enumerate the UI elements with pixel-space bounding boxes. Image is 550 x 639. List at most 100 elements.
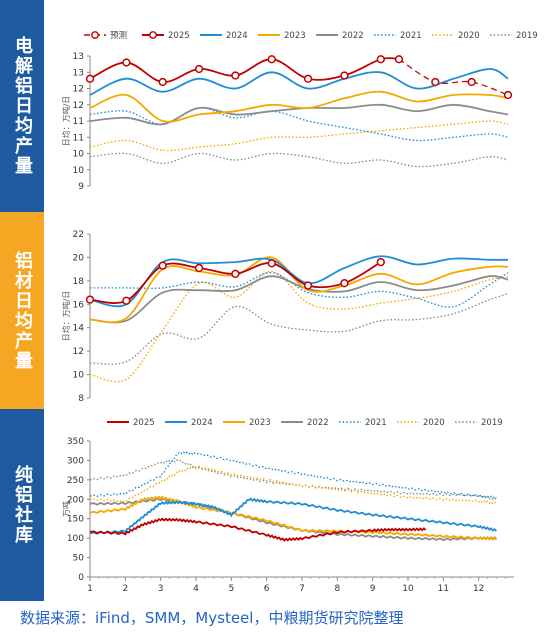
series-marker-0-2025-0 [85, 74, 95, 83]
legend-top-label-0: 预测 [110, 30, 127, 41]
legend-top-marker-1 [149, 31, 157, 39]
y-tick-label-2-3: 150 [67, 515, 84, 525]
y-tick-label-0-3: 11 [73, 133, 84, 143]
y-tick-label-0-7: 13 [73, 68, 84, 78]
series-line-0-2024 [89, 68, 509, 96]
x-tick-label-2-4: 5 [228, 584, 234, 594]
y-tick-label-1-1: 10 [73, 371, 85, 381]
legend-bottom-label-2: 2023 [249, 418, 271, 428]
y-tick-label-2-1: 50 [73, 554, 85, 564]
y-tick-label-0-6: 12 [73, 85, 84, 95]
x-tick-label-2-2: 3 [158, 584, 164, 594]
series-marker-1-2025-5 [267, 259, 276, 268]
panel-title-production: 电解铝日均产量 [0, 0, 44, 212]
series-marker-0-预测-2 [467, 77, 476, 87]
y-tick-label-1-2: 12 [73, 347, 84, 357]
y-axis-label-2: 万吨 [61, 501, 71, 517]
series-marker-0-2025-7 [340, 71, 349, 80]
y-tick-label-0-1: 10 [73, 166, 85, 176]
legend-top-marker-0 [91, 31, 99, 39]
series-line-2-2021 [89, 451, 497, 499]
series-marker-1-2025-2 [158, 261, 167, 270]
panel-title-products: 铝材日均产量 [0, 212, 44, 409]
legend-top-label-4: 2022 [342, 31, 364, 41]
y-tick-label-2-4: 200 [67, 495, 84, 505]
data-source-note: 数据来源：iFind，SMM，Mysteel，中粮期货研究院整理 [20, 609, 404, 627]
series-marker-0-2025-4 [231, 71, 240, 80]
legend-top-label-6: 2020 [458, 31, 480, 41]
series-marker-0-2025-8 [376, 55, 385, 64]
y-tick-label-2-2: 100 [67, 534, 84, 544]
x-tick-label-2-3: 4 [193, 584, 199, 594]
legend-bottom-label-5: 2020 [423, 418, 445, 428]
series-marker-0-2025-2 [158, 77, 167, 87]
x-tick-label-2-0: 1 [87, 584, 93, 594]
y-tick-label-1-6: 20 [73, 253, 85, 263]
series-line-0-2021 [89, 107, 509, 142]
legend-bottom-label-0: 2025 [133, 418, 155, 428]
legend-bottom-label-3: 2022 [307, 418, 329, 428]
series-marker-0-2025-1 [122, 58, 131, 67]
panel-title-inventory: 纯铝社库 [0, 409, 44, 601]
y-axis-label-1: 日均：万吨/日 [61, 291, 71, 342]
x-tick-label-2-7: 8 [334, 584, 340, 594]
y-tick-label-1-3: 14 [73, 324, 85, 334]
legend-top-label-5: 2021 [400, 31, 422, 41]
x-tick-label-2-8: 9 [370, 584, 376, 594]
series-line-2-2023 [89, 495, 497, 541]
series-marker-0-预测-0 [394, 55, 404, 64]
x-tick-label-2-1: 2 [122, 584, 128, 594]
legend-top-label-1: 2025 [168, 31, 190, 41]
series-marker-0-预测-1 [431, 77, 440, 87]
y-tick-label-0-5: 12 [73, 101, 84, 111]
series-line-1-2021 [89, 272, 509, 308]
legend-bottom-label-6: 2019 [481, 418, 503, 428]
y-tick-label-1-7: 22 [73, 230, 84, 240]
y-tick-label-1-4: 16 [73, 300, 85, 310]
y-tick-label-2-0: 0 [78, 573, 84, 583]
series-marker-0-预测-3 [503, 90, 513, 100]
y-tick-label-0-4: 11 [73, 117, 84, 127]
y-tick-label-2-6: 300 [67, 456, 84, 466]
y-tick-label-2-7: 350 [67, 437, 84, 447]
series-marker-1-2025-3 [194, 263, 204, 273]
series-marker-1-2025-7 [340, 279, 349, 288]
series-line-2-2022 [89, 497, 497, 542]
x-tick-label-2-10: 11 [438, 584, 449, 594]
legend-top-label-7: 2019 [516, 31, 538, 41]
series-marker-1-2025-0 [85, 295, 95, 304]
series-line-1-2023 [89, 256, 509, 324]
y-tick-label-1-5: 18 [73, 277, 85, 287]
x-tick-label-2-6: 7 [299, 584, 305, 594]
x-tick-label-2-5: 6 [264, 584, 270, 594]
series-line-1-2019 [89, 293, 509, 365]
legend-bottom-label-4: 2021 [365, 418, 387, 428]
series-marker-0-2025-3 [194, 64, 204, 74]
series-line-0-2020 [89, 120, 509, 152]
series-line-2-2025 [89, 517, 427, 542]
aluminum-chart-panels: 预测 2025 2024 2023 2022 2021 2020 20199101011111… [61, 30, 538, 594]
series-marker-0-2025-5 [267, 55, 276, 64]
series-line-2-2019 [89, 458, 497, 501]
y-tick-label-0-2: 10 [73, 150, 85, 160]
series-marker-0-2025-6 [303, 74, 313, 83]
series-marker-1-2025-4 [231, 269, 240, 278]
series-marker-1-2025-8 [376, 257, 385, 267]
legend-top-label-2: 2024 [226, 31, 248, 41]
y-tick-label-0-8: 13 [73, 52, 84, 62]
series-marker-1-2025-1 [122, 296, 131, 305]
y-tick-label-0-0: 9 [78, 182, 84, 192]
series-line-0-2023 [89, 90, 509, 123]
y-tick-label-1-0: 8 [78, 394, 84, 404]
series-line-0-2019 [89, 152, 509, 168]
series-line-0-2025 [89, 57, 400, 83]
legend-top-label-3: 2023 [284, 31, 306, 41]
x-tick-label-2-9: 10 [402, 584, 414, 594]
y-tick-label-2-5: 250 [67, 476, 84, 486]
y-axis-label-0: 日均：万吨/日 [61, 96, 71, 147]
series-line-0-预测 [398, 58, 509, 96]
series-line-2-2024 [89, 497, 497, 535]
legend-bottom-label-1: 2024 [191, 418, 213, 428]
series-marker-1-2025-6 [303, 281, 313, 290]
x-tick-label-2-11: 12 [473, 584, 484, 594]
